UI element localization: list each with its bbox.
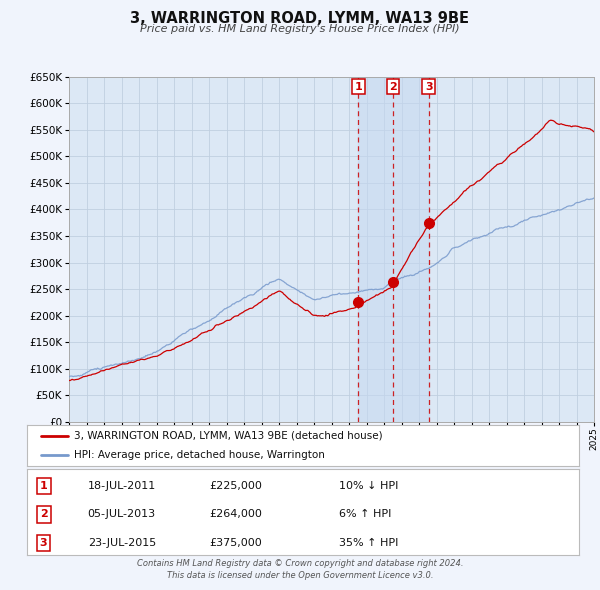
Text: 10% ↓ HPI: 10% ↓ HPI — [339, 481, 398, 491]
Text: £225,000: £225,000 — [209, 481, 262, 491]
Text: 2: 2 — [40, 509, 47, 519]
Text: 35% ↑ HPI: 35% ↑ HPI — [339, 537, 398, 548]
Text: £264,000: £264,000 — [209, 509, 262, 519]
Text: 23-JUL-2015: 23-JUL-2015 — [88, 537, 156, 548]
Text: 05-JUL-2013: 05-JUL-2013 — [88, 509, 156, 519]
Text: Price paid vs. HM Land Registry's House Price Index (HPI): Price paid vs. HM Land Registry's House … — [140, 24, 460, 34]
Text: 1: 1 — [40, 481, 47, 491]
Text: This data is licensed under the Open Government Licence v3.0.: This data is licensed under the Open Gov… — [167, 571, 433, 579]
Text: 3: 3 — [425, 82, 433, 92]
Text: HPI: Average price, detached house, Warrington: HPI: Average price, detached house, Warr… — [74, 450, 325, 460]
Text: 3, WARRINGTON ROAD, LYMM, WA13 9BE: 3, WARRINGTON ROAD, LYMM, WA13 9BE — [131, 11, 470, 25]
Text: 2: 2 — [389, 82, 397, 92]
Text: 3, WARRINGTON ROAD, LYMM, WA13 9BE (detached house): 3, WARRINGTON ROAD, LYMM, WA13 9BE (deta… — [74, 431, 383, 441]
Text: 1: 1 — [355, 82, 362, 92]
Text: £375,000: £375,000 — [209, 537, 262, 548]
Text: 3: 3 — [40, 537, 47, 548]
Text: Contains HM Land Registry data © Crown copyright and database right 2024.: Contains HM Land Registry data © Crown c… — [137, 559, 463, 568]
Bar — [358, 77, 428, 422]
Text: 18-JUL-2011: 18-JUL-2011 — [88, 481, 156, 491]
Text: 6% ↑ HPI: 6% ↑ HPI — [339, 509, 391, 519]
